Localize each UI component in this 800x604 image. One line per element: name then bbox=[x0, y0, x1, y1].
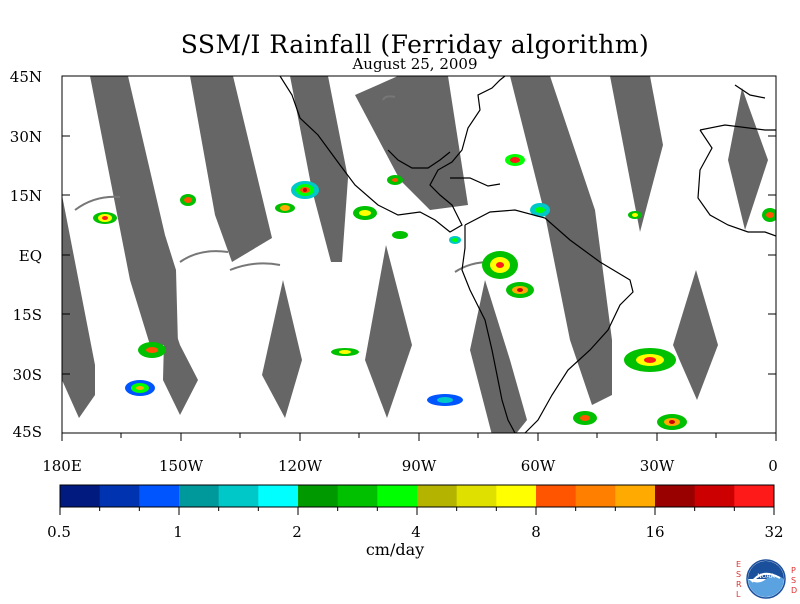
caribbean-islands bbox=[450, 177, 501, 187]
south-america-coast bbox=[461, 209, 634, 433]
logo-letter: P bbox=[791, 566, 796, 575]
colorbar-unit: cm/day bbox=[365, 540, 425, 559]
north-america-coast bbox=[279, 76, 506, 233]
swath-gap bbox=[163, 300, 198, 415]
svg-text:NOAA: NOAA bbox=[757, 573, 775, 580]
swath-gap bbox=[90, 76, 178, 345]
swath-gap bbox=[290, 76, 348, 262]
lon-label-120w: 120W bbox=[277, 457, 323, 475]
lon-ticks bbox=[61, 433, 777, 441]
lat-label-15n: 15N bbox=[9, 187, 42, 205]
chart-title: SSM/I Rainfall (Ferriday algorithm) bbox=[180, 30, 650, 59]
lon-label-60w: 60W bbox=[520, 457, 556, 475]
lat-label-30s: 30S bbox=[12, 366, 42, 384]
noaa-logo: NOAA E S R L P S D bbox=[734, 558, 798, 600]
swath-gap bbox=[610, 76, 663, 232]
swath-gap bbox=[728, 88, 768, 230]
swath-gap bbox=[355, 76, 468, 210]
lon-label-30w: 30W bbox=[639, 457, 675, 475]
rainfall-patches bbox=[93, 154, 776, 430]
swath-gap bbox=[190, 76, 272, 262]
swath-gap bbox=[62, 195, 95, 418]
lat-ticks bbox=[62, 75, 776, 434]
swath-edges bbox=[74, 95, 491, 273]
noaa-emblem-icon: NOAA bbox=[746, 559, 786, 599]
lat-label-45s: 45S bbox=[12, 423, 42, 441]
lon-label-150w: 150W bbox=[158, 457, 204, 475]
coastlines bbox=[279, 76, 776, 433]
lon-label-180e: 180E bbox=[42, 457, 82, 475]
logo-letter: S bbox=[791, 576, 797, 585]
swath-gap bbox=[673, 270, 718, 400]
logo-letter: S bbox=[736, 570, 742, 579]
swath-gap bbox=[470, 280, 527, 433]
chart-date: August 25, 2009 bbox=[352, 55, 478, 73]
lat-label-45n: 45N bbox=[9, 68, 42, 86]
logo-letter: R bbox=[736, 580, 742, 589]
lat-label-30n: 30N bbox=[9, 128, 42, 146]
colorbar-label: 8 bbox=[531, 523, 541, 541]
swath-gap bbox=[365, 245, 412, 418]
logo-letter: E bbox=[736, 560, 742, 569]
colorbar-label: 1 bbox=[173, 523, 183, 541]
swath-gaps bbox=[62, 76, 768, 433]
lon-label-90w: 90W bbox=[401, 457, 437, 475]
colorbar-label: 16 bbox=[645, 523, 665, 541]
swath-gap bbox=[510, 76, 612, 405]
gulf-coast bbox=[387, 149, 451, 169]
logo-letter: D bbox=[791, 586, 798, 595]
lat-label-15s: 15S bbox=[12, 306, 42, 324]
iberia-coast bbox=[734, 84, 766, 99]
swath-gap bbox=[262, 280, 302, 418]
lon-label-0: 0 bbox=[768, 457, 778, 475]
colorbar-label: 0.5 bbox=[47, 523, 71, 541]
africa-coast bbox=[697, 124, 776, 237]
colorbar-label: 4 bbox=[411, 523, 421, 541]
logo-letter: L bbox=[736, 590, 741, 599]
lat-label-eq: EQ bbox=[18, 247, 42, 265]
colorbar-label: 32 bbox=[764, 523, 784, 541]
colorbar-label: 2 bbox=[292, 523, 302, 541]
